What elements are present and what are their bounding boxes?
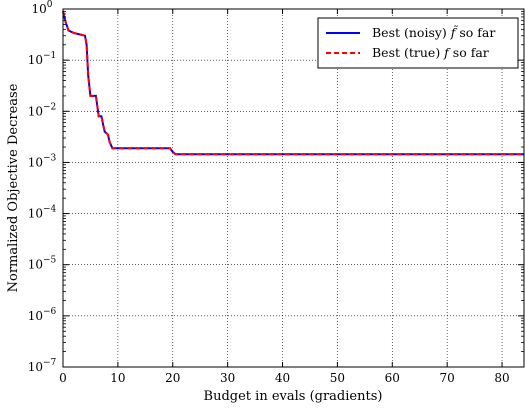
x-tick-label: 50 (330, 371, 345, 385)
plot-background (63, 9, 524, 367)
y-tick-label: 10−5 (28, 256, 57, 272)
x-tick-label: 20 (165, 371, 180, 385)
legend: Best (noisy) f̃ so far Best (true) f so f… (317, 17, 519, 69)
x-tick-label: 60 (385, 371, 400, 385)
legend-box (317, 17, 519, 69)
y-tick-label: 10−4 (28, 205, 57, 221)
y-tick-label: 10−2 (28, 102, 57, 118)
x-tick-label: 10 (110, 371, 125, 385)
legend-label: Best (noisy) f̃ so far (372, 24, 495, 40)
tick-labels: 0 10 20 30 40 50 60 70 80 10−7 10−6 10−5 10−4 10−3 10−… (28, 0, 510, 385)
x-tick-label: 40 (275, 371, 290, 385)
x-tick-label: 70 (440, 371, 455, 385)
legend-label: Best (true) f so far (372, 45, 489, 60)
y-axis-label: Normalized Objective Decrease (6, 83, 21, 292)
y-tick-label: 10−6 (28, 307, 57, 323)
series-lines (62, 11, 524, 156)
x-tick-label: 30 (220, 371, 235, 385)
series-true-line (62, 11, 524, 156)
y-tick-label: 10−7 (28, 358, 57, 374)
x-tick-label: 0 (59, 371, 67, 385)
x-axis-label: Budget in evals (gradients) (204, 389, 383, 404)
y-tick-label: 100 (31, 0, 52, 16)
ticks (62, 8, 524, 368)
plot-frame (62, 8, 525, 368)
y-tick-label: 10−1 (28, 51, 57, 67)
y-tick-label: 10−3 (28, 153, 57, 169)
x-tick-label: 80 (494, 371, 509, 385)
